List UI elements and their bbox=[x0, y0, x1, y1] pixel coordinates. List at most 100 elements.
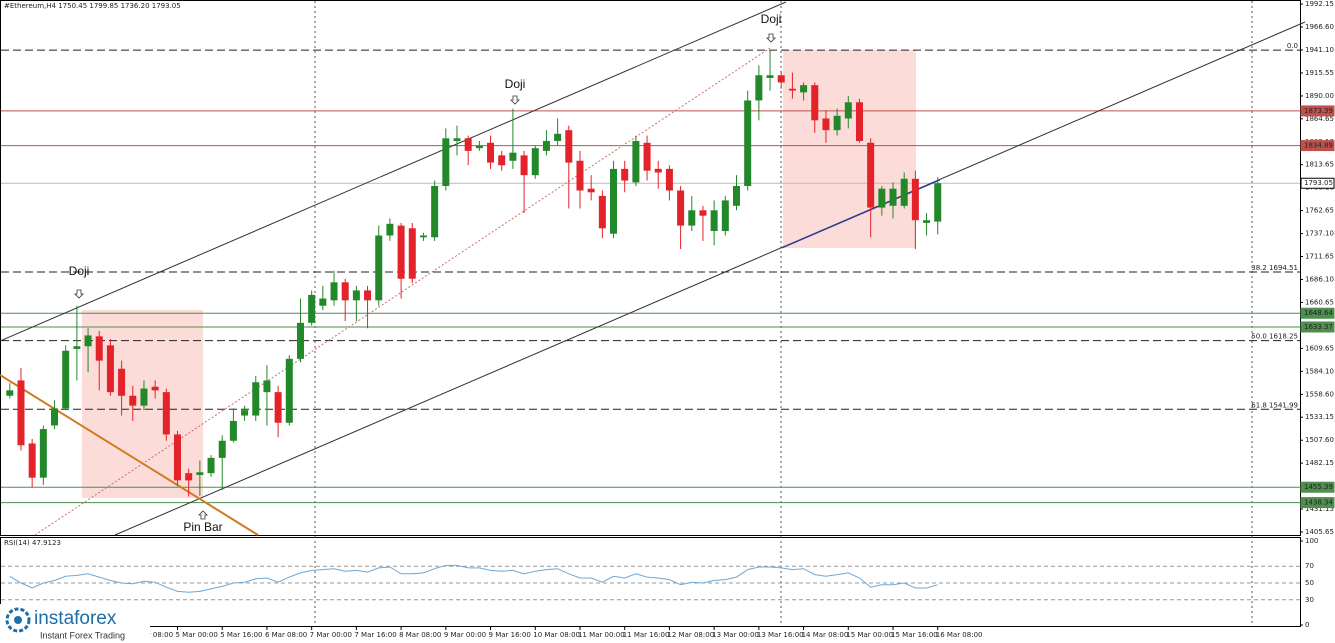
candle-body bbox=[118, 368, 126, 396]
price-tag bbox=[1300, 321, 1335, 333]
candle-body bbox=[352, 290, 360, 301]
arrow bbox=[198, 510, 208, 520]
level-label: 38.2 1694.51 bbox=[1251, 264, 1298, 272]
candle-body bbox=[252, 382, 260, 416]
candle-body bbox=[207, 457, 215, 474]
candle-body bbox=[162, 392, 170, 435]
candle-body bbox=[643, 142, 651, 171]
price-tag-label: 1873.39 bbox=[1304, 107, 1333, 115]
candle-body bbox=[744, 100, 752, 186]
candle-body bbox=[308, 294, 316, 323]
rsi bbox=[1, 540, 1303, 626]
annotation: Doji bbox=[761, 12, 782, 26]
candle-body bbox=[621, 168, 629, 181]
candle-body bbox=[923, 220, 931, 223]
level-label: 50.0 1618.25 bbox=[1251, 333, 1298, 341]
x-tick-label: 7 Mar 00:00 bbox=[310, 631, 352, 639]
level-label: 0.0 bbox=[1287, 42, 1298, 50]
x-tick-label: 4 Mar 08:00 bbox=[131, 631, 173, 639]
candle-body bbox=[106, 345, 114, 393]
candle-body bbox=[330, 282, 338, 301]
candle-body bbox=[632, 140, 640, 183]
y-tick-label: 1431.15 bbox=[1305, 505, 1334, 513]
candle-body bbox=[531, 148, 539, 176]
candle-body bbox=[129, 395, 137, 406]
rsi-tick-label: 30 bbox=[1305, 596, 1314, 604]
candle-body bbox=[565, 130, 573, 163]
rsi-pane bbox=[0, 537, 1301, 627]
annotation: Doji bbox=[69, 264, 90, 278]
y-tick-label: 1941.10 bbox=[1305, 46, 1334, 54]
brand: instaforex bbox=[34, 608, 117, 629]
y-tick-label: 1558.60 bbox=[1305, 390, 1334, 398]
candle-body bbox=[587, 188, 595, 193]
logo-icon bbox=[5, 607, 31, 633]
y-tick-label: 1813.65 bbox=[1305, 161, 1334, 169]
y-tick-label: 1762.65 bbox=[1305, 207, 1334, 215]
candle-body bbox=[844, 102, 852, 119]
price-tag-label: 1455.39 bbox=[1304, 483, 1333, 491]
candle-body bbox=[17, 380, 25, 446]
candle-body bbox=[453, 138, 461, 141]
candle-body bbox=[542, 140, 550, 151]
candle-body bbox=[442, 138, 450, 186]
candle-body bbox=[520, 155, 528, 176]
rsi-line bbox=[9, 564, 938, 593]
candle-body bbox=[6, 390, 14, 396]
y-tick-label: 1660.65 bbox=[1305, 298, 1334, 306]
x-tick-label: 5 Mar 16:00 bbox=[220, 631, 262, 639]
price-tag-label: 1834.89 bbox=[1304, 142, 1333, 150]
candle-body bbox=[811, 85, 819, 121]
y-tick-label: 1533.15 bbox=[1305, 413, 1334, 421]
price-tag bbox=[1300, 177, 1335, 189]
candle-body bbox=[766, 75, 774, 78]
x-tick-label: 14 Mar 08:00 bbox=[802, 631, 849, 639]
candles bbox=[6, 50, 942, 497]
annotation: Pin Bar bbox=[183, 520, 222, 534]
candle-body bbox=[84, 335, 92, 347]
zone bbox=[783, 50, 916, 248]
candle-body bbox=[95, 336, 103, 361]
candle-body bbox=[419, 235, 427, 238]
candle-body bbox=[878, 188, 886, 208]
candle-body bbox=[229, 420, 237, 441]
candle-body bbox=[274, 392, 282, 423]
rsi-tick-label: 100 bbox=[1305, 537, 1318, 545]
y-tick-label: 1507.60 bbox=[1305, 436, 1334, 444]
y-tick-label: 1915.55 bbox=[1305, 69, 1334, 77]
channel-line bbox=[0, 1, 787, 342]
candle-body bbox=[185, 473, 193, 481]
logo-icon bbox=[14, 616, 22, 624]
candle-body bbox=[598, 195, 606, 229]
candle-body bbox=[386, 223, 394, 236]
x-tick-label: 8 Mar 08:00 bbox=[399, 631, 441, 639]
candle-body bbox=[788, 88, 796, 91]
x-tick-label: 15 Mar 16:00 bbox=[891, 631, 938, 639]
x-tick-label: 5 Mar 00:00 bbox=[176, 631, 218, 639]
price-tag bbox=[1300, 307, 1335, 319]
y-tick-label: 1737.10 bbox=[1305, 230, 1334, 238]
candle-body bbox=[833, 115, 841, 131]
y-tick-label: 1966.60 bbox=[1305, 23, 1334, 31]
candle-body bbox=[263, 380, 271, 393]
candle-body bbox=[218, 440, 226, 458]
price-tag bbox=[1300, 497, 1335, 509]
x-tick-label: 9 Mar 16:00 bbox=[489, 631, 531, 639]
candle-body bbox=[867, 142, 875, 208]
candle-body bbox=[319, 298, 327, 306]
candle-body bbox=[397, 225, 405, 279]
price-tag-label: 1633.37 bbox=[1304, 323, 1333, 331]
candle-body bbox=[665, 168, 673, 191]
candle-body bbox=[51, 408, 59, 426]
arrow bbox=[766, 33, 776, 43]
y-tick-label: 1890.00 bbox=[1305, 92, 1334, 100]
x-tick-label: 13 Mar 00:00 bbox=[712, 631, 759, 639]
candle-body bbox=[39, 429, 47, 478]
x-tick-label: 12 Mar 08:00 bbox=[667, 631, 714, 639]
candle-body bbox=[554, 133, 562, 141]
rsi-tick-label: 0 bbox=[1305, 621, 1309, 629]
candle-body bbox=[699, 210, 707, 216]
x-tick-label: 13 Mar 16:00 bbox=[757, 631, 804, 639]
candle-body bbox=[889, 188, 897, 206]
